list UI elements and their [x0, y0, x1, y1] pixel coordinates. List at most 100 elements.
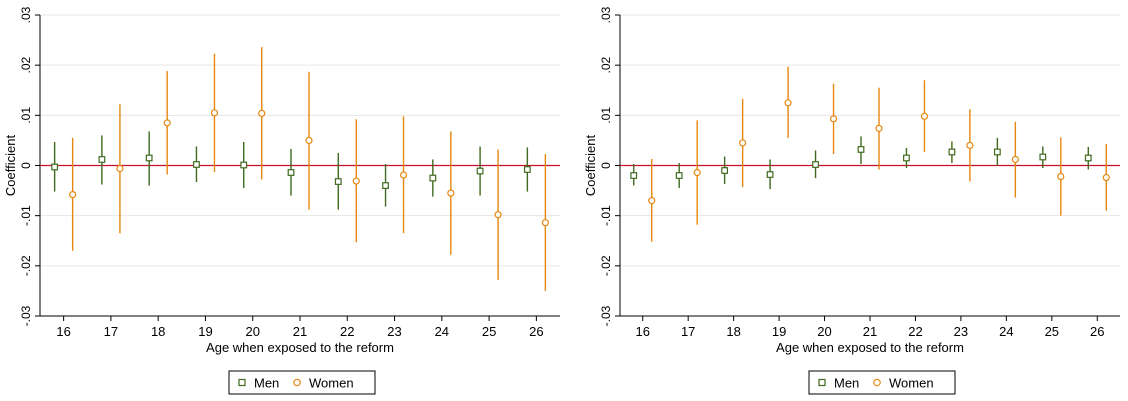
y-tick-label: .02	[599, 57, 613, 74]
point-women	[258, 109, 266, 117]
x-tick-label: 23	[954, 324, 968, 339]
point-men	[98, 156, 106, 163]
point-men	[630, 172, 638, 179]
point-men	[948, 148, 956, 156]
point-women	[1057, 172, 1065, 181]
point-women	[739, 139, 747, 147]
point-women	[541, 219, 549, 227]
point-women	[784, 99, 792, 107]
point-men	[145, 154, 153, 162]
point-men	[675, 172, 683, 179]
point-women	[163, 119, 171, 127]
legend: Men Women	[228, 370, 376, 395]
point-men	[903, 154, 910, 162]
x-tick-label: 20	[817, 324, 831, 339]
y-tick-label: -.02	[19, 255, 33, 276]
y-tick-label: .02	[19, 57, 33, 74]
point-women	[305, 136, 313, 145]
point-men	[766, 171, 774, 178]
legend-women-marker	[293, 378, 301, 387]
legend: Men Women	[808, 370, 956, 395]
x-tick-label: 23	[387, 324, 401, 339]
y-tick-label: 0	[19, 162, 33, 169]
legend-men-label: Men	[254, 376, 279, 391]
legend-box	[808, 370, 956, 395]
y-tick-label: -.03	[599, 305, 613, 326]
legend-women-label: Women	[889, 376, 934, 391]
x-tick-label: 18	[151, 324, 165, 339]
legend-men-label: Men	[834, 376, 859, 391]
x-tick-label: 17	[104, 324, 118, 339]
x-tick-label: 17	[681, 324, 695, 339]
point-men	[523, 166, 531, 173]
chart-panel-1: -.03 -.02 -.01 0 .01 .02 .03 Coefficient 16 17 18 1…	[3, 6, 560, 395]
point-men	[1039, 153, 1047, 161]
x-tick-label: 26	[529, 324, 543, 339]
y-tick-label: .03	[599, 6, 613, 23]
series-men	[630, 136, 1092, 190]
x-tick-label: 21	[863, 324, 877, 339]
y-axis-title: Coefficient	[3, 135, 18, 197]
point-men	[812, 161, 819, 168]
point-women	[875, 124, 883, 132]
x-tick-label: 22	[340, 324, 354, 339]
point-men	[429, 174, 437, 182]
x-tick-label: 19	[772, 324, 786, 339]
x-tick-label: 22	[908, 324, 922, 339]
x-tick-label: 19	[198, 324, 212, 339]
y-tick-label: 0	[599, 162, 613, 169]
y-tick-label: -.01	[599, 205, 613, 226]
point-women	[399, 171, 408, 179]
point-women	[648, 197, 656, 205]
series-women	[648, 66, 1110, 242]
point-men	[382, 182, 389, 189]
series-men	[51, 131, 531, 210]
point-men	[240, 161, 248, 169]
point-men	[287, 169, 295, 176]
point-men	[993, 148, 1001, 156]
legend-men-marker	[238, 378, 246, 387]
point-women	[116, 164, 124, 173]
y-tick-label: -.03	[19, 305, 33, 326]
legend-men-marker	[818, 378, 826, 387]
point-women	[966, 141, 974, 150]
chart-panel-2: -.03 -.02 -.01 0 .01 .02 .03 Coefficient 16 17 18 1…	[583, 6, 1120, 395]
point-women	[210, 109, 219, 117]
x-tick-label: 25	[1045, 324, 1059, 339]
y-axis-title: Coefficient	[583, 135, 598, 197]
x-tick-label: 26	[1090, 324, 1104, 339]
x-tick-label: 21	[293, 324, 307, 339]
x-tick-label: 25	[482, 324, 496, 339]
point-women	[69, 190, 77, 199]
point-women	[447, 189, 455, 197]
x-tick-label: 24	[435, 324, 449, 339]
x-tick-label: 18	[726, 324, 740, 339]
point-women	[352, 177, 360, 185]
legend-box	[228, 370, 376, 395]
y-tick-label: .03	[19, 6, 33, 23]
y-tick-label: .01	[599, 107, 613, 124]
series-women	[69, 47, 549, 291]
x-tick-label: 24	[999, 324, 1013, 339]
point-men	[721, 167, 729, 174]
x-tick-label: 16	[56, 324, 70, 339]
x-tick-label: 20	[245, 324, 259, 339]
point-men	[193, 161, 200, 168]
point-men	[1084, 154, 1092, 162]
x-tick-label: 16	[635, 324, 649, 339]
point-women	[1102, 173, 1110, 182]
point-men	[51, 163, 59, 171]
point-women	[1011, 155, 1019, 164]
point-men	[476, 167, 484, 175]
point-women	[920, 112, 929, 120]
x-axis-title: Age when exposed to the reform	[206, 340, 394, 355]
point-women	[829, 115, 838, 123]
legend-women-label: Women	[309, 376, 354, 391]
point-men	[334, 178, 342, 185]
point-women	[494, 211, 502, 219]
y-tick-label: -.02	[599, 255, 613, 276]
y-tick-label: -.01	[19, 205, 33, 226]
point-men	[857, 146, 865, 153]
point-women	[693, 168, 701, 177]
